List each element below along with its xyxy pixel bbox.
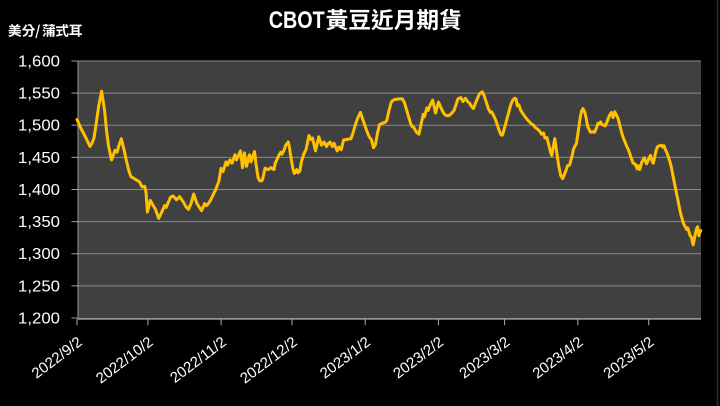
svg-text:1,300: 1,300 [18,246,60,263]
svg-text:1,250: 1,250 [18,278,60,295]
svg-text:1,500: 1,500 [18,118,60,135]
svg-text:1,350: 1,350 [18,214,60,231]
svg-text:1,550: 1,550 [18,86,60,103]
svg-text:1,400: 1,400 [18,182,60,199]
svg-text:1,450: 1,450 [18,150,60,167]
svg-text:1,600: 1,600 [18,53,60,70]
svg-text:CBOT: CBOT [269,7,325,34]
svg-text:1,200: 1,200 [18,310,60,327]
